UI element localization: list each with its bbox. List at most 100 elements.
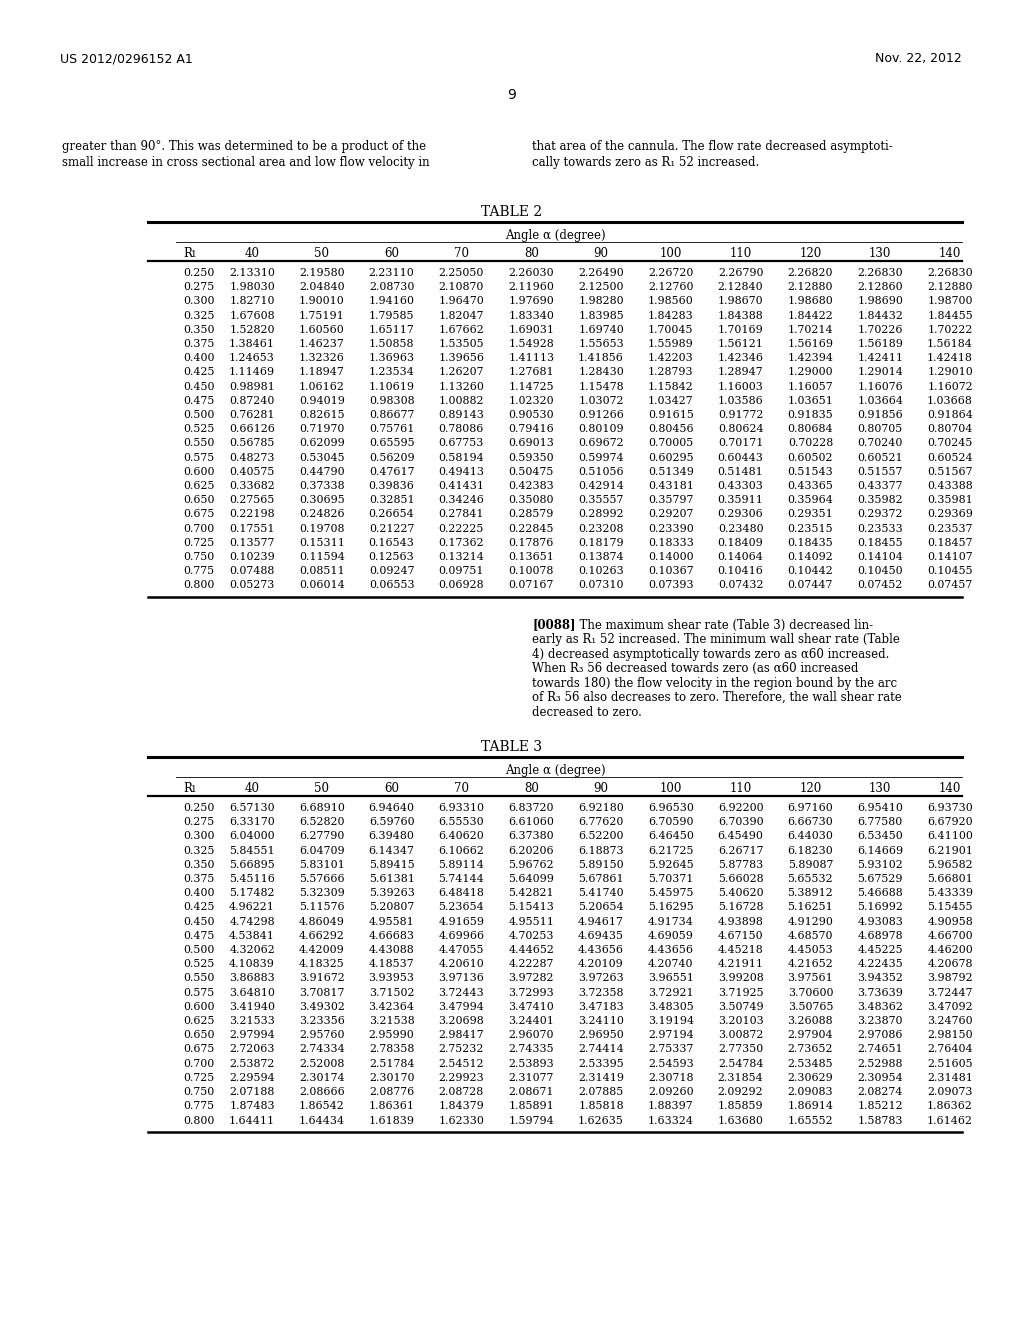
Text: 6.39480: 6.39480 xyxy=(369,832,415,842)
Text: 3.41940: 3.41940 xyxy=(229,1002,275,1012)
Text: 4.95581: 4.95581 xyxy=(369,916,415,927)
Text: 0.43303: 0.43303 xyxy=(718,480,764,491)
Text: 3.94352: 3.94352 xyxy=(857,973,903,983)
Text: 0.42383: 0.42383 xyxy=(508,480,554,491)
Text: 0.27565: 0.27565 xyxy=(229,495,274,506)
Text: 0.75761: 0.75761 xyxy=(369,424,415,434)
Text: 0.600: 0.600 xyxy=(183,467,214,477)
Text: 6.59760: 6.59760 xyxy=(369,817,415,828)
Text: 3.86883: 3.86883 xyxy=(229,973,274,983)
Text: 0.24826: 0.24826 xyxy=(299,510,345,519)
Text: 2.31077: 2.31077 xyxy=(509,1073,554,1082)
Text: 2.96950: 2.96950 xyxy=(579,1031,624,1040)
Text: 1.42418: 1.42418 xyxy=(927,354,973,363)
Text: 0.19708: 0.19708 xyxy=(299,524,344,533)
Text: 0.775: 0.775 xyxy=(183,1101,214,1111)
Text: 6.92200: 6.92200 xyxy=(718,803,764,813)
Text: TABLE 2: TABLE 2 xyxy=(481,205,543,219)
Text: 1.60560: 1.60560 xyxy=(299,325,345,335)
Text: 0.425: 0.425 xyxy=(183,903,214,912)
Text: 4.10839: 4.10839 xyxy=(229,960,274,969)
Text: 2.25050: 2.25050 xyxy=(438,268,484,279)
Text: 0.76281: 0.76281 xyxy=(229,411,274,420)
Text: 1.53505: 1.53505 xyxy=(438,339,484,348)
Text: 1.29010: 1.29010 xyxy=(927,367,973,378)
Text: 1.03072: 1.03072 xyxy=(579,396,624,405)
Text: 4.22435: 4.22435 xyxy=(857,960,903,969)
Text: 0.22225: 0.22225 xyxy=(438,524,484,533)
Text: 1.61462: 1.61462 xyxy=(927,1115,973,1126)
Text: 6.21725: 6.21725 xyxy=(648,846,693,855)
Text: 2.54593: 2.54593 xyxy=(648,1059,693,1069)
Text: 0.800: 0.800 xyxy=(183,581,214,590)
Text: 2.98150: 2.98150 xyxy=(927,1031,973,1040)
Text: 2.12880: 2.12880 xyxy=(787,282,834,292)
Text: 1.70214: 1.70214 xyxy=(787,325,834,335)
Text: 6.44030: 6.44030 xyxy=(787,832,834,842)
Text: 6.68910: 6.68910 xyxy=(299,803,345,813)
Text: 1.10619: 1.10619 xyxy=(369,381,415,392)
Text: 2.09292: 2.09292 xyxy=(718,1088,764,1097)
Text: 1.16003: 1.16003 xyxy=(718,381,764,392)
Text: 0.700: 0.700 xyxy=(183,524,214,533)
Text: 3.21538: 3.21538 xyxy=(369,1016,415,1026)
Text: 2.26030: 2.26030 xyxy=(508,268,554,279)
Text: 1.42394: 1.42394 xyxy=(787,354,834,363)
Text: 6.21901: 6.21901 xyxy=(927,846,973,855)
Text: 1.55653: 1.55653 xyxy=(579,339,624,348)
Text: 0.51481: 0.51481 xyxy=(718,467,764,477)
Text: 5.42821: 5.42821 xyxy=(508,888,554,899)
Text: 3.99208: 3.99208 xyxy=(718,973,764,983)
Text: 0.80684: 0.80684 xyxy=(787,424,834,434)
Text: 1.85818: 1.85818 xyxy=(579,1101,624,1111)
Text: 2.75232: 2.75232 xyxy=(438,1044,484,1055)
Text: 0.70228: 0.70228 xyxy=(787,438,834,449)
Text: 0.07310: 0.07310 xyxy=(579,581,624,590)
Text: 1.86914: 1.86914 xyxy=(787,1101,834,1111)
Text: 6.46450: 6.46450 xyxy=(648,832,693,842)
Text: 6.66730: 6.66730 xyxy=(787,817,834,828)
Text: 3.47410: 3.47410 xyxy=(508,1002,554,1012)
Text: 4.45225: 4.45225 xyxy=(857,945,903,956)
Text: 0.91856: 0.91856 xyxy=(857,411,903,420)
Text: 0.12563: 0.12563 xyxy=(369,552,415,562)
Text: 0.80705: 0.80705 xyxy=(857,424,903,434)
Text: 0.62099: 0.62099 xyxy=(299,438,345,449)
Text: 2.98417: 2.98417 xyxy=(438,1031,484,1040)
Text: 100: 100 xyxy=(659,781,682,795)
Text: 4.43656: 4.43656 xyxy=(578,945,624,956)
Text: 0.86677: 0.86677 xyxy=(369,411,415,420)
Text: 1: 1 xyxy=(191,785,197,795)
Text: 3.21533: 3.21533 xyxy=(229,1016,274,1026)
Text: 1.42203: 1.42203 xyxy=(648,354,693,363)
Text: 0.725: 0.725 xyxy=(183,537,214,548)
Text: 1.28430: 1.28430 xyxy=(579,367,624,378)
Text: 0.29372: 0.29372 xyxy=(857,510,903,519)
Text: 0.18435: 0.18435 xyxy=(787,537,834,548)
Text: 0.91864: 0.91864 xyxy=(927,411,973,420)
Text: 1.18947: 1.18947 xyxy=(299,367,345,378)
Text: 0.22845: 0.22845 xyxy=(509,524,554,533)
Text: 2.26720: 2.26720 xyxy=(648,268,693,279)
Text: 5.66895: 5.66895 xyxy=(229,859,274,870)
Text: 0.675: 0.675 xyxy=(183,510,214,519)
Text: 5.17482: 5.17482 xyxy=(229,888,274,899)
Text: 2.26830: 2.26830 xyxy=(857,268,903,279)
Text: 6.55530: 6.55530 xyxy=(438,817,484,828)
Text: 2.74651: 2.74651 xyxy=(857,1044,903,1055)
Text: 0.725: 0.725 xyxy=(183,1073,214,1082)
Text: 0.35911: 0.35911 xyxy=(718,495,764,506)
Text: 2.08274: 2.08274 xyxy=(857,1088,903,1097)
Text: 0.400: 0.400 xyxy=(183,354,214,363)
Text: 0.10263: 0.10263 xyxy=(579,566,624,577)
Text: 2.54784: 2.54784 xyxy=(718,1059,763,1069)
Text: 0.325: 0.325 xyxy=(183,310,214,321)
Text: 0.14000: 0.14000 xyxy=(648,552,693,562)
Text: 0.49413: 0.49413 xyxy=(438,467,484,477)
Text: 1.15842: 1.15842 xyxy=(648,381,693,392)
Text: 6.97160: 6.97160 xyxy=(787,803,834,813)
Text: 2.08671: 2.08671 xyxy=(509,1088,554,1097)
Text: 0.600: 0.600 xyxy=(183,1002,214,1012)
Text: 3.97136: 3.97136 xyxy=(438,973,484,983)
Text: R: R xyxy=(183,781,191,795)
